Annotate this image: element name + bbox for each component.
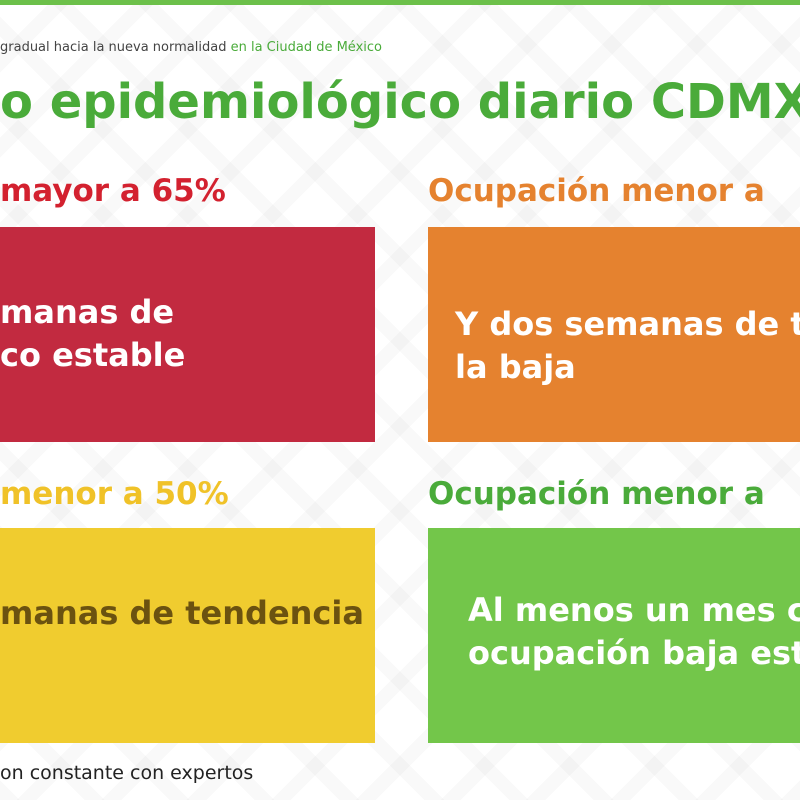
footer-note: on constante con expertos [0,762,254,784]
panel-red-text-line1: manas de [0,293,175,331]
panel-red-text-line2: co estable [0,336,186,374]
panel-red-heading: mayor a 65% [0,173,226,209]
panel-yellow-heading: menor a 50% [0,476,229,512]
panel-orange-text-line1: Y dos semanas de te [455,305,800,343]
panel-orange-text-line2: la baja [455,348,576,386]
subtitle-main: gradual hacia la nueva normalidad [0,40,227,55]
top-accent-bar [0,0,800,5]
panel-orange-heading: Ocupación menor a [428,173,765,209]
page-title: o epidemiológico diario CDMX* [0,74,800,130]
panel-green-text-line1: Al menos un mes co [468,591,800,629]
panel-yellow-card: manas de tendencia [0,528,375,743]
panel-green-heading: Ocupación menor a [428,476,765,512]
panel-yellow-text-line1: manas de tendencia [0,594,364,632]
panel-green-card: Al menos un mes co ocupación baja esta [428,528,800,743]
subtitle: gradual hacia la nueva normalidad en la … [0,40,382,55]
panel-green-text-line2: ocupación baja esta [468,634,800,672]
subtitle-highlight: en la Ciudad de México [230,40,382,55]
panel-orange-card: Y dos semanas de te la baja [428,227,800,442]
panel-red-card: manas de co estable [0,227,375,442]
